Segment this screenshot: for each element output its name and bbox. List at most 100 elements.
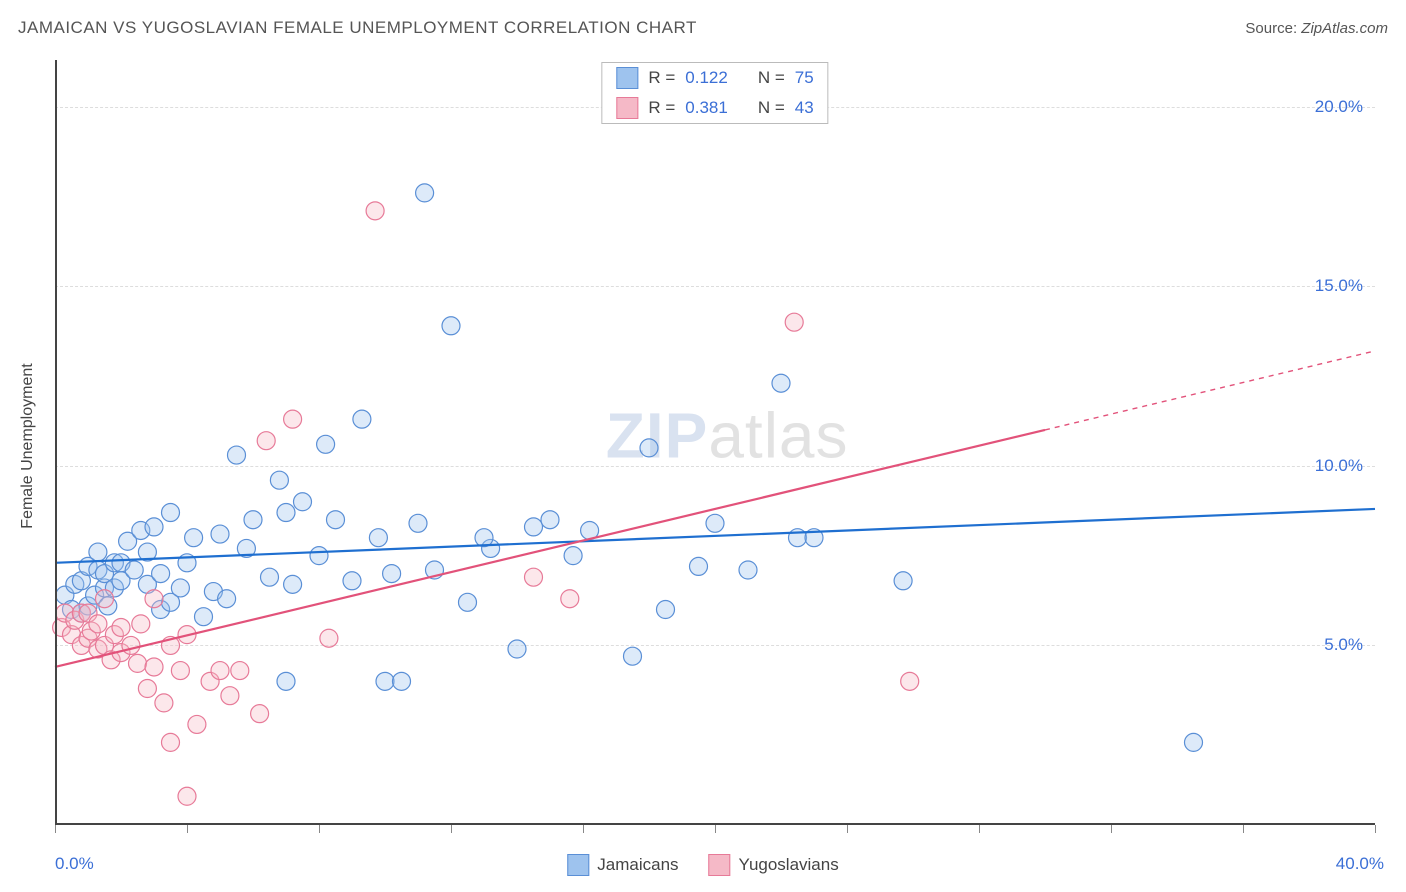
scatter-svg <box>55 60 1375 825</box>
scatter-point <box>89 543 107 561</box>
scatter-point <box>145 658 163 676</box>
x-tick <box>451 825 452 833</box>
scatter-point <box>277 504 295 522</box>
scatter-point <box>178 787 196 805</box>
scatter-point <box>561 590 579 608</box>
scatter-point <box>162 733 180 751</box>
scatter-point <box>145 518 163 536</box>
swatch-icon <box>567 854 589 876</box>
scatter-point <box>277 672 295 690</box>
source-attribution: Source: ZipAtlas.com <box>1245 20 1388 37</box>
plot-area: ZIPatlas 5.0% 10.0% 15.0% 20.0% R = 0.12… <box>55 60 1375 825</box>
scatter-point <box>320 629 338 647</box>
header: JAMAICAN VS YUGOSLAVIAN FEMALE UNEMPLOYM… <box>18 18 1388 38</box>
x-tick <box>55 825 56 833</box>
scatter-point <box>155 694 173 712</box>
series-legend-label: Jamaicans <box>597 855 678 875</box>
scatter-point <box>231 662 249 680</box>
y-axis-label: Female Unemployment <box>19 363 37 528</box>
stat-N-value: 75 <box>795 68 814 88</box>
x-tick <box>847 825 848 833</box>
scatter-point <box>785 313 803 331</box>
scatter-point <box>310 547 328 565</box>
scatter-point <box>284 410 302 428</box>
scatter-point <box>162 504 180 522</box>
scatter-point <box>132 615 150 633</box>
scatter-point <box>261 568 279 586</box>
scatter-point <box>564 547 582 565</box>
stat-R-value: 0.122 <box>685 68 728 88</box>
source-value: ZipAtlas.com <box>1301 20 1388 37</box>
series-legend: Jamaicans Yugoslavians <box>567 854 838 876</box>
x-tick <box>1243 825 1244 833</box>
scatter-point <box>125 561 143 579</box>
scatter-point <box>112 618 130 636</box>
scatter-point <box>739 561 757 579</box>
scatter-point <box>508 640 526 658</box>
scatter-point <box>416 184 434 202</box>
scatter-point <box>122 636 140 654</box>
source-label: Source: <box>1245 20 1297 37</box>
scatter-point <box>294 493 312 511</box>
stat-R-value: 0.381 <box>685 98 728 118</box>
scatter-point <box>171 579 189 597</box>
scatter-point <box>393 672 411 690</box>
scatter-point <box>772 374 790 392</box>
series-legend-item: Jamaicans <box>567 854 678 876</box>
scatter-point <box>195 608 213 626</box>
x-tick <box>979 825 980 833</box>
scatter-point <box>218 590 236 608</box>
swatch-icon <box>709 854 731 876</box>
scatter-point <box>442 317 460 335</box>
scatter-point <box>228 446 246 464</box>
series-legend-label: Yugoslavians <box>739 855 839 875</box>
scatter-point <box>343 572 361 590</box>
scatter-point <box>376 672 394 690</box>
stat-legend: R = 0.122 N = 75 R = 0.381 N = 43 <box>601 62 828 124</box>
scatter-point <box>145 590 163 608</box>
x-tick <box>583 825 584 833</box>
stat-N-label: N = <box>758 98 785 118</box>
y-axis <box>55 60 57 825</box>
scatter-point <box>270 471 288 489</box>
stat-R-label: R = <box>648 68 675 88</box>
scatter-point <box>284 575 302 593</box>
scatter-point <box>221 687 239 705</box>
scatter-point <box>244 511 262 529</box>
chart-title: JAMAICAN VS YUGOSLAVIAN FEMALE UNEMPLOYM… <box>18 18 697 38</box>
scatter-point <box>706 514 724 532</box>
scatter-point <box>640 439 658 457</box>
scatter-point <box>624 647 642 665</box>
scatter-point <box>185 529 203 547</box>
x-tick <box>715 825 716 833</box>
swatch-icon <box>616 97 638 119</box>
x-axis <box>55 823 1375 825</box>
scatter-point <box>1185 733 1203 751</box>
scatter-point <box>525 518 543 536</box>
scatter-point <box>525 568 543 586</box>
stat-N-label: N = <box>758 68 785 88</box>
scatter-point <box>690 557 708 575</box>
scatter-point <box>152 565 170 583</box>
scatter-point <box>129 654 147 672</box>
scatter-point <box>251 705 269 723</box>
stat-N-value: 43 <box>795 98 814 118</box>
scatter-point <box>211 525 229 543</box>
x-tick <box>187 825 188 833</box>
scatter-point <box>138 680 156 698</box>
scatter-point <box>409 514 427 532</box>
scatter-point <box>657 601 675 619</box>
x-tick <box>1111 825 1112 833</box>
scatter-point <box>188 715 206 733</box>
scatter-point <box>211 662 229 680</box>
scatter-point <box>894 572 912 590</box>
scatter-point <box>383 565 401 583</box>
scatter-point <box>171 662 189 680</box>
stat-legend-row: R = 0.122 N = 75 <box>602 63 827 93</box>
series-legend-item: Yugoslavians <box>709 854 839 876</box>
x-tick <box>1375 825 1376 833</box>
regression-line-extrapolated <box>1045 351 1375 430</box>
scatter-point <box>459 593 477 611</box>
x-tick <box>319 825 320 833</box>
scatter-point <box>96 590 114 608</box>
